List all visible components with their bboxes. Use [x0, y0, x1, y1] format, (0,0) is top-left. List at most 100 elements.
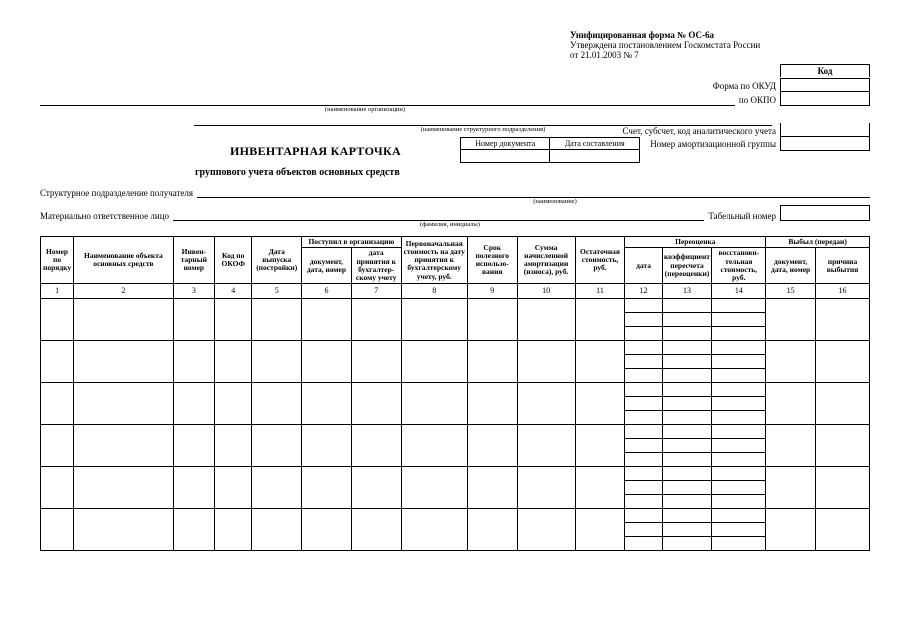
table-cell[interactable] [712, 453, 766, 467]
table-cell[interactable] [712, 481, 766, 495]
table-cell[interactable] [712, 523, 766, 537]
table-cell[interactable] [575, 467, 625, 509]
table-cell[interactable] [766, 425, 816, 467]
table-cell[interactable] [74, 299, 173, 341]
table-cell[interactable] [302, 299, 352, 341]
table-cell[interactable] [467, 467, 517, 509]
table-cell[interactable] [351, 425, 401, 467]
table-cell[interactable] [173, 341, 214, 383]
table-cell[interactable] [662, 299, 712, 313]
table-cell[interactable] [517, 425, 575, 467]
table-cell[interactable] [816, 299, 870, 341]
table-cell[interactable] [625, 369, 662, 383]
table-cell[interactable] [467, 425, 517, 467]
table-cell[interactable] [173, 509, 214, 551]
table-cell[interactable] [517, 383, 575, 425]
table-cell[interactable] [173, 467, 214, 509]
table-cell[interactable] [41, 425, 74, 467]
table-cell[interactable] [625, 327, 662, 341]
table-cell[interactable] [816, 467, 870, 509]
table-cell[interactable] [401, 425, 467, 467]
table-cell[interactable] [302, 467, 352, 509]
table-cell[interactable] [215, 425, 252, 467]
table-cell[interactable] [302, 425, 352, 467]
table-cell[interactable] [625, 397, 662, 411]
table-cell[interactable] [74, 509, 173, 551]
table-cell[interactable] [712, 355, 766, 369]
table-cell[interactable] [74, 467, 173, 509]
responsible-input-line[interactable] [173, 208, 704, 221]
table-cell[interactable] [173, 425, 214, 467]
table-cell[interactable] [712, 327, 766, 341]
table-cell[interactable] [625, 439, 662, 453]
doc-number-input[interactable] [460, 149, 550, 163]
table-cell[interactable] [401, 509, 467, 551]
table-cell[interactable] [766, 383, 816, 425]
table-cell[interactable] [351, 467, 401, 509]
table-cell[interactable] [625, 523, 662, 537]
table-cell[interactable] [662, 495, 712, 509]
table-cell[interactable] [712, 439, 766, 453]
table-cell[interactable] [662, 369, 712, 383]
okud-code-box[interactable] [780, 78, 870, 92]
table-cell[interactable] [575, 383, 625, 425]
recipient-input-line[interactable] [197, 185, 870, 198]
table-cell[interactable] [662, 327, 712, 341]
table-cell[interactable] [712, 411, 766, 425]
table-cell[interactable] [625, 481, 662, 495]
table-cell[interactable] [401, 341, 467, 383]
table-cell[interactable] [467, 509, 517, 551]
table-cell[interactable] [662, 383, 712, 397]
table-cell[interactable] [662, 397, 712, 411]
table-cell[interactable] [215, 509, 252, 551]
table-cell[interactable] [625, 537, 662, 551]
table-cell[interactable] [467, 383, 517, 425]
table-cell[interactable] [41, 467, 74, 509]
table-cell[interactable] [252, 299, 302, 341]
table-cell[interactable] [215, 383, 252, 425]
table-cell[interactable] [766, 341, 816, 383]
table-cell[interactable] [712, 425, 766, 439]
table-cell[interactable] [575, 509, 625, 551]
table-cell[interactable] [517, 341, 575, 383]
table-cell[interactable] [517, 467, 575, 509]
table-cell[interactable] [816, 509, 870, 551]
table-cell[interactable] [625, 313, 662, 327]
table-cell[interactable] [625, 453, 662, 467]
table-cell[interactable] [712, 313, 766, 327]
table-cell[interactable] [517, 299, 575, 341]
table-cell[interactable] [74, 383, 173, 425]
table-cell[interactable] [625, 355, 662, 369]
table-cell[interactable] [467, 299, 517, 341]
table-cell[interactable] [575, 299, 625, 341]
table-cell[interactable] [712, 509, 766, 523]
subdivision-input-line[interactable] [194, 113, 772, 126]
table-cell[interactable] [816, 425, 870, 467]
table-cell[interactable] [252, 341, 302, 383]
table-cell[interactable] [517, 509, 575, 551]
table-cell[interactable] [712, 467, 766, 481]
table-cell[interactable] [712, 537, 766, 551]
table-cell[interactable] [41, 341, 74, 383]
table-cell[interactable] [662, 313, 712, 327]
table-cell[interactable] [401, 467, 467, 509]
table-cell[interactable] [351, 509, 401, 551]
table-cell[interactable] [351, 341, 401, 383]
table-cell[interactable] [302, 341, 352, 383]
table-cell[interactable] [662, 411, 712, 425]
table-cell[interactable] [766, 509, 816, 551]
table-cell[interactable] [712, 495, 766, 509]
table-cell[interactable] [215, 341, 252, 383]
tab-number-box[interactable] [780, 205, 870, 221]
table-cell[interactable] [401, 299, 467, 341]
table-cell[interactable] [41, 509, 74, 551]
table-cell[interactable] [74, 341, 173, 383]
table-cell[interactable] [662, 509, 712, 523]
table-cell[interactable] [625, 341, 662, 355]
table-cell[interactable] [625, 495, 662, 509]
table-cell[interactable] [662, 341, 712, 355]
table-cell[interactable] [351, 299, 401, 341]
table-cell[interactable] [662, 537, 712, 551]
table-cell[interactable] [575, 425, 625, 467]
table-cell[interactable] [302, 383, 352, 425]
